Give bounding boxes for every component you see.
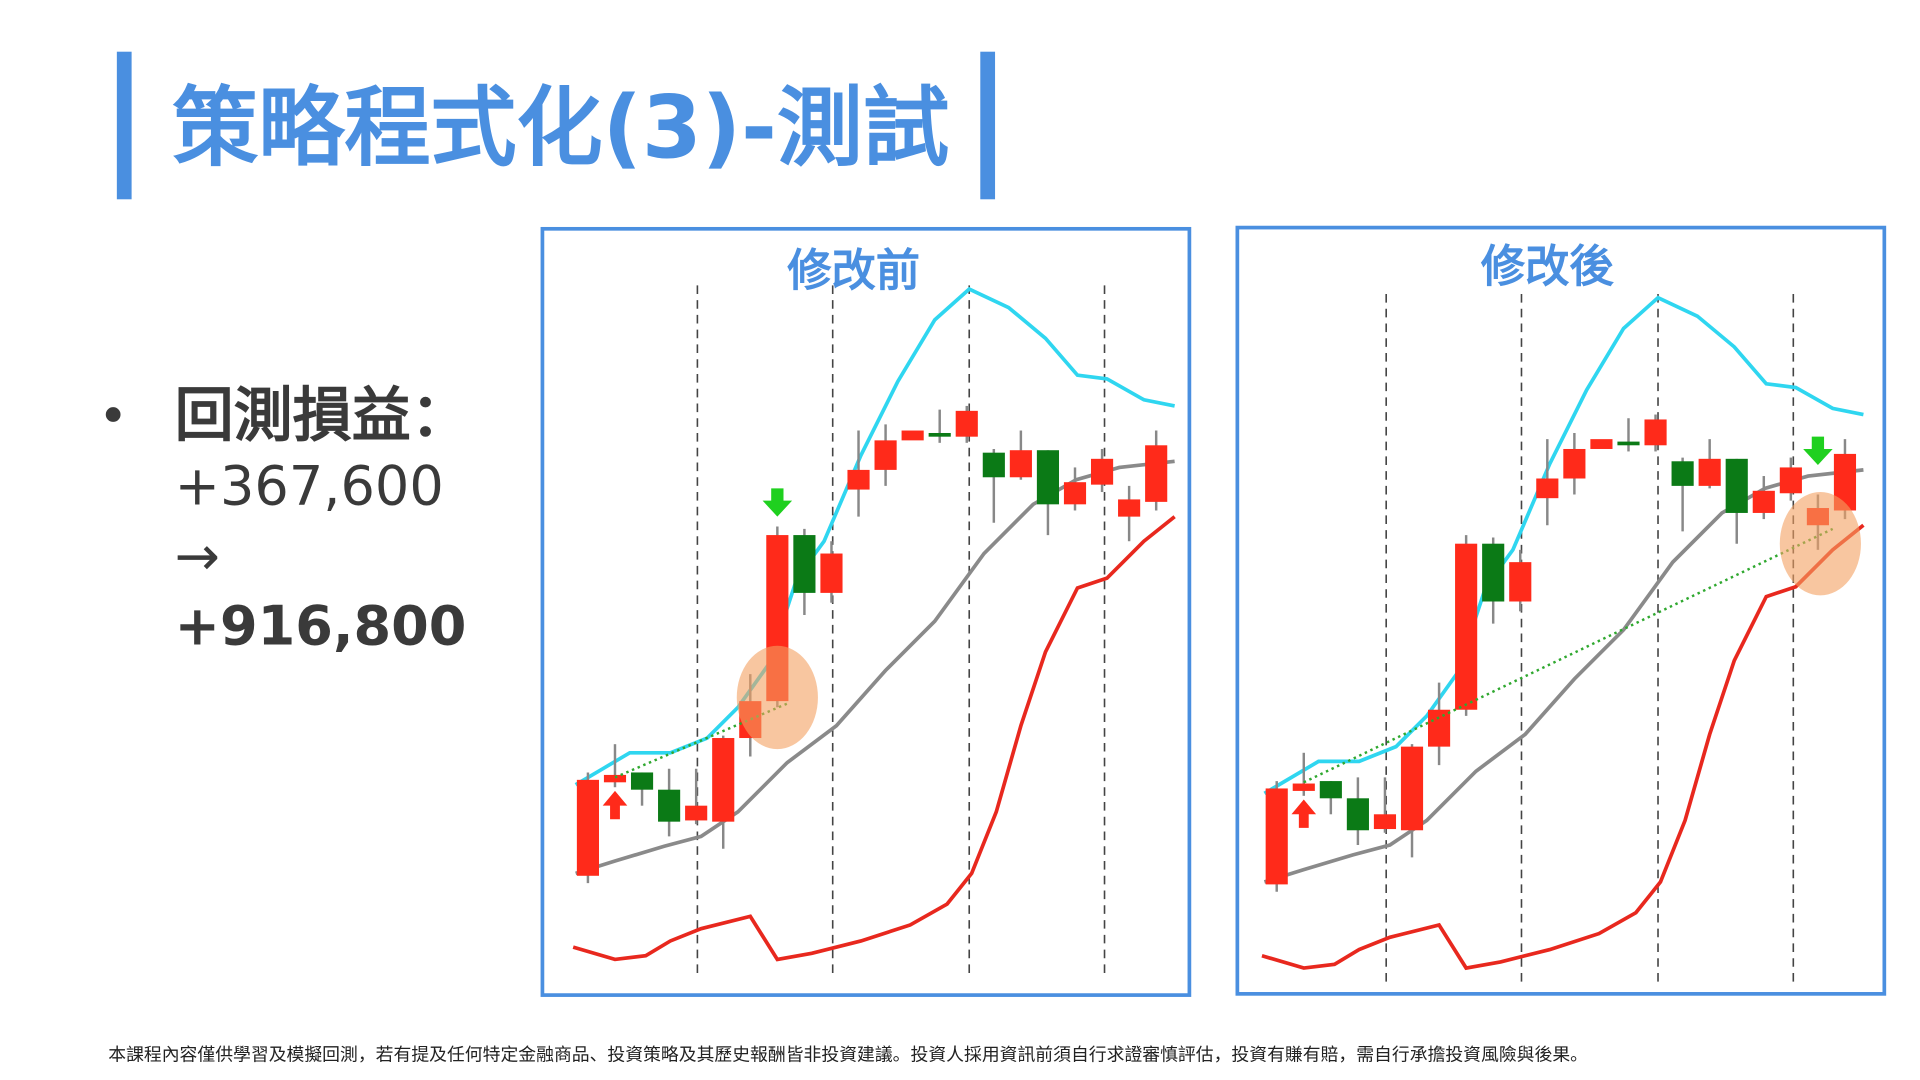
title-bar-left <box>116 51 132 200</box>
summary-before: +367,600 <box>175 454 444 517</box>
slide-title: 策略程式化(3)-測試 <box>172 78 949 178</box>
panel-after: 修改後 <box>1235 225 1887 996</box>
panel-before: 修改前 <box>540 226 1192 997</box>
disclaimer: 本課程內容僅供學習及模擬回測，若有提及任何特定金融商品、投資策略及其歷史報酬皆非… <box>108 1044 1588 1065</box>
title-bar-right <box>980 51 996 200</box>
panel-title: 修改前 <box>787 245 920 296</box>
summary-arrow: → <box>175 524 220 587</box>
bullet <box>105 407 121 422</box>
panel-title: 修改後 <box>1481 242 1615 293</box>
summary-after: +916,800 <box>175 595 467 658</box>
summary-label: 回測損益： <box>175 380 470 449</box>
